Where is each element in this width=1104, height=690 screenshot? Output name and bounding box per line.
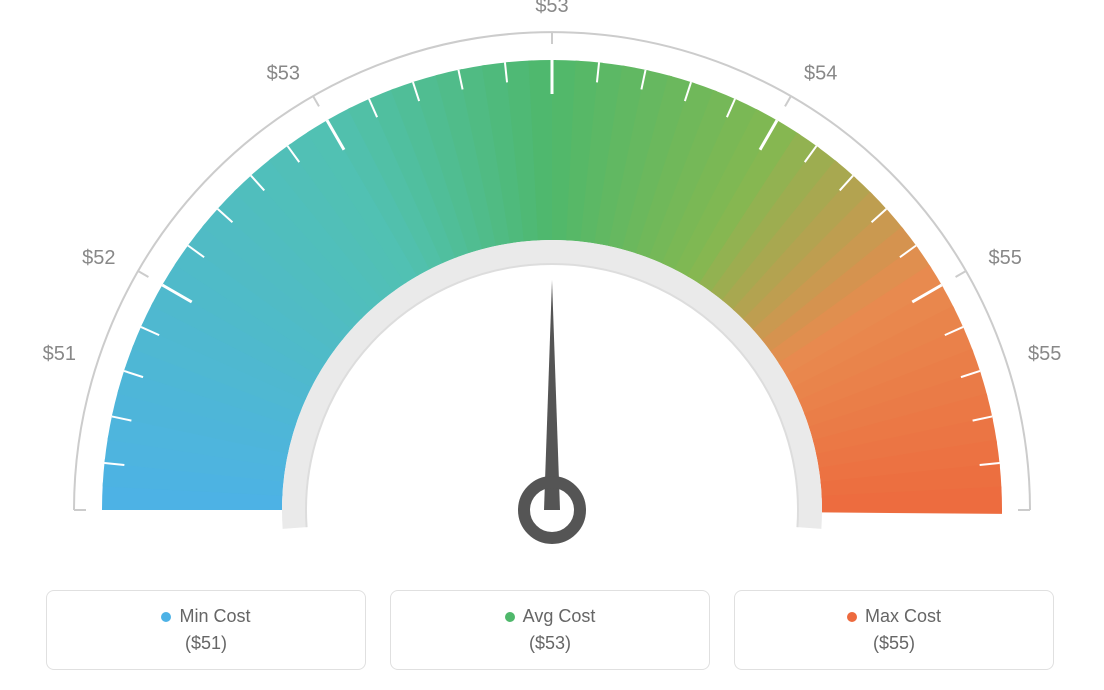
gauge-needle [544,280,560,510]
legend-avg-cost: Avg Cost ($53) [390,590,710,670]
legend-label: Min Cost [179,606,250,627]
legend-label-row: Max Cost [847,606,941,627]
legend-label: Max Cost [865,606,941,627]
gauge-svg: $51 $52 $53 $53 $54 $55 $55 [0,0,1104,560]
tick-label: $51 [43,343,76,365]
legend-value: ($55) [873,633,915,654]
tick-label: $53 [535,0,568,17]
major-tick [313,96,319,106]
tick-label: $53 [267,63,300,85]
tick-label: $55 [1028,343,1061,365]
major-tick [956,271,966,277]
legend-min-cost: Min Cost ($51) [46,590,366,670]
tick-label: $54 [804,63,837,85]
major-tick [138,271,148,277]
legend-value: ($53) [529,633,571,654]
legend-label-row: Min Cost [161,606,250,627]
legend-max-cost: Max Cost ($55) [734,590,1054,670]
tick-label: $52 [82,247,115,269]
legend-dot-max [847,612,857,622]
legend-dot-min [161,612,171,622]
legend-label-row: Avg Cost [505,606,596,627]
legend-dot-avg [505,612,515,622]
legend-value: ($51) [185,633,227,654]
legend-label: Avg Cost [523,606,596,627]
major-tick [785,96,791,106]
tick-label: $55 [988,247,1021,269]
cost-gauge-chart: $51 $52 $53 $53 $54 $55 $55 [0,0,1104,560]
legend-row: Min Cost ($51) Avg Cost ($53) Max Cost (… [46,590,1054,670]
